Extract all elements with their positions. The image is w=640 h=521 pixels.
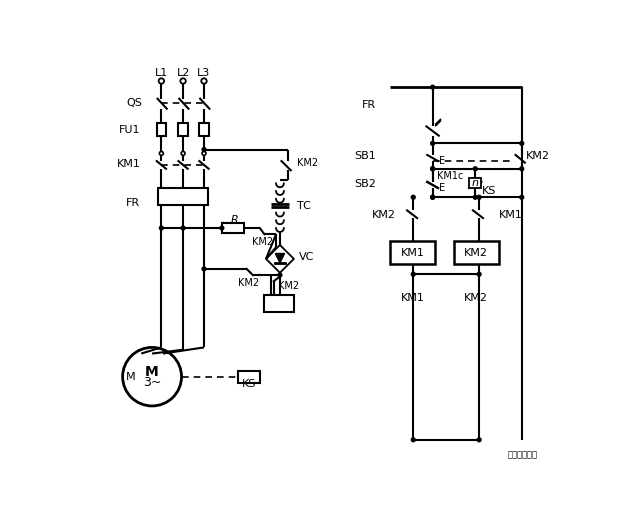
Text: R: R: [231, 215, 239, 225]
Text: L2: L2: [177, 68, 190, 78]
Text: n: n: [472, 178, 479, 189]
Circle shape: [159, 226, 163, 230]
Bar: [222, 222, 244, 233]
Circle shape: [431, 195, 435, 199]
Text: VC: VC: [300, 252, 315, 263]
Circle shape: [520, 141, 524, 145]
Text: L1: L1: [155, 68, 168, 78]
Bar: [157, 122, 166, 137]
Text: TC: TC: [297, 201, 311, 210]
Text: 电工电气学习: 电工电气学习: [508, 451, 537, 460]
Text: FR: FR: [362, 100, 376, 110]
Polygon shape: [266, 245, 294, 272]
Circle shape: [477, 272, 481, 276]
Text: KM2: KM2: [525, 152, 550, 162]
Text: KM1c: KM1c: [436, 171, 463, 181]
Circle shape: [412, 195, 415, 199]
Text: KM2: KM2: [372, 210, 396, 220]
Text: KS: KS: [481, 186, 496, 196]
Circle shape: [220, 226, 224, 230]
Bar: [390, 241, 435, 264]
Text: KM2: KM2: [297, 158, 318, 168]
Polygon shape: [275, 254, 285, 263]
Circle shape: [477, 438, 481, 442]
Text: KM1: KM1: [116, 159, 140, 169]
Circle shape: [431, 85, 435, 89]
Text: M: M: [126, 371, 136, 382]
Circle shape: [431, 167, 435, 171]
Circle shape: [202, 147, 206, 152]
Text: SB2: SB2: [354, 179, 376, 189]
Circle shape: [431, 141, 435, 145]
Text: E: E: [439, 156, 445, 166]
Text: 3~: 3~: [143, 376, 161, 389]
Bar: [179, 122, 188, 137]
Text: QS: QS: [126, 97, 142, 107]
Text: L3: L3: [197, 68, 211, 78]
Bar: [469, 178, 481, 188]
Circle shape: [477, 195, 481, 199]
Text: KM2: KM2: [464, 293, 488, 303]
Text: FR: FR: [126, 199, 140, 208]
Text: KM1: KM1: [401, 293, 424, 303]
Text: KM2: KM2: [464, 247, 488, 258]
Circle shape: [520, 195, 524, 199]
Text: M: M: [145, 365, 159, 379]
Circle shape: [474, 195, 477, 199]
Circle shape: [474, 167, 477, 171]
Text: KS: KS: [242, 379, 256, 389]
Bar: [264, 295, 294, 312]
Circle shape: [202, 267, 206, 271]
Circle shape: [412, 438, 415, 442]
Text: KM2: KM2: [252, 237, 273, 247]
Bar: [157, 188, 208, 205]
Text: SB1: SB1: [355, 152, 376, 162]
Circle shape: [181, 226, 185, 230]
Bar: [199, 122, 209, 137]
Bar: [238, 370, 260, 383]
Circle shape: [278, 273, 282, 277]
Text: KM1: KM1: [499, 210, 522, 220]
Text: KM1: KM1: [401, 247, 424, 258]
Text: E: E: [439, 183, 445, 193]
Text: FU1: FU1: [119, 125, 140, 135]
Circle shape: [412, 272, 415, 276]
Circle shape: [520, 167, 524, 171]
Bar: [454, 241, 499, 264]
Text: KM2: KM2: [278, 281, 299, 291]
Text: KM2: KM2: [238, 278, 259, 288]
Circle shape: [431, 195, 435, 199]
Circle shape: [431, 167, 435, 171]
